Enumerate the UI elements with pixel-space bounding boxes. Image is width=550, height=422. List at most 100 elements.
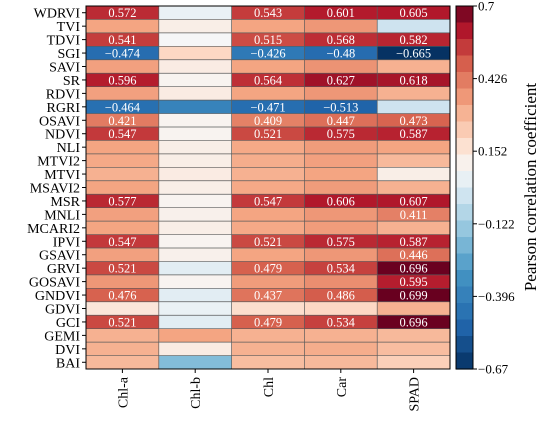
row-label: MSR <box>50 195 80 210</box>
cell-value-label: 0.476 <box>108 289 136 303</box>
heatmap-cell <box>377 274 450 289</box>
cell-value-label: 0.447 <box>327 114 355 128</box>
heatmap-cell <box>304 301 378 316</box>
heatmap-cell <box>231 355 305 369</box>
heatmap-cell <box>231 19 305 33</box>
row-label: IPVI <box>53 235 81 250</box>
heatmap-cell <box>377 46 450 60</box>
heatmap-grid <box>86 6 450 369</box>
heatmap-cell <box>304 328 378 343</box>
row-label: GDVI <box>45 303 80 318</box>
heatmap-cell <box>231 32 305 47</box>
heatmap-cell <box>158 221 232 235</box>
heatmap-cell <box>86 288 159 302</box>
heatmap-cell <box>86 46 159 60</box>
heatmap-cell <box>86 315 159 329</box>
heatmap-cell <box>231 180 305 195</box>
row-label: TDVI <box>47 34 81 49</box>
column-label: Chl-a <box>116 376 131 408</box>
heatmap-cell <box>158 248 232 262</box>
heatmap-cell <box>304 127 378 141</box>
row-label: DVI <box>55 343 80 358</box>
cell-value-label: 0.587 <box>400 127 428 141</box>
heatmap-cell <box>158 274 232 289</box>
heatmap-cell <box>304 86 378 101</box>
heatmap-cell <box>86 140 159 154</box>
heatmap-cell <box>231 113 305 127</box>
row-label: WDRVI <box>34 7 81 22</box>
heatmap-cell <box>158 315 232 329</box>
heatmap-cell <box>304 261 378 275</box>
row-label: SGI <box>57 47 80 62</box>
heatmap-cell <box>231 221 305 235</box>
row-label: RDVI <box>46 87 81 102</box>
cell-value-label: 0.577 <box>108 194 136 208</box>
column-label: SPAD <box>408 377 423 412</box>
heatmap-cell <box>86 32 159 47</box>
colorbar-segment <box>456 39 473 57</box>
heatmap-cell <box>86 6 159 20</box>
row-label: GNDVI <box>35 289 80 304</box>
colorbar-segment <box>456 138 473 156</box>
colorbar-segment <box>456 253 473 271</box>
row-label: GSAVI <box>39 249 80 264</box>
cell-value-label: 0.409 <box>254 114 282 128</box>
cell-value-label: −0.665 <box>396 47 431 61</box>
heatmap-cell <box>86 261 159 275</box>
heatmap-cell <box>377 32 450 47</box>
cell-value-label: 0.437 <box>254 289 282 303</box>
heatmap-cell <box>231 274 305 289</box>
heatmap-cell <box>304 221 378 235</box>
cell-value-label: 0.479 <box>254 262 282 276</box>
heatmap-cell <box>158 180 232 195</box>
heatmap-cell <box>377 167 450 181</box>
heatmap-cell <box>86 153 159 168</box>
cell-value-label: 0.547 <box>108 235 136 249</box>
colorbar-segment <box>456 55 473 73</box>
row-label: GCI <box>56 316 80 331</box>
heatmap-cell <box>158 288 232 302</box>
heatmap-cell <box>377 301 450 316</box>
heatmap-cell <box>86 342 159 356</box>
cell-value-label: 0.534 <box>327 315 356 329</box>
heatmap-cell <box>231 73 305 87</box>
heatmap-cell <box>231 59 305 74</box>
heatmap-cell <box>377 315 450 329</box>
colorbar-ticks: 0.7 0.426 0.152 −0.122 −0.396 −0.67 <box>473 0 515 377</box>
colorbar-segment <box>456 352 473 370</box>
colorbar-segment <box>456 204 473 222</box>
heatmap-cell <box>86 328 159 343</box>
colorbar-tick-label: −0.67 <box>478 362 509 377</box>
cell-value-label: 0.572 <box>108 6 136 20</box>
heatmap-cell <box>231 328 305 343</box>
heatmap-cell <box>158 140 232 154</box>
heatmap-cell <box>86 180 159 195</box>
heatmap-cell <box>86 19 159 33</box>
heatmap-cell <box>158 113 232 127</box>
heatmap-cell <box>158 194 232 208</box>
colorbar-segment <box>456 88 473 106</box>
row-label: MNLI <box>44 208 80 223</box>
row-label: MTVI2 <box>37 155 80 170</box>
row-label: MCARI2 <box>27 222 80 237</box>
colorbar-tick-label: −0.122 <box>478 216 515 231</box>
heatmap-cell <box>377 100 450 114</box>
cell-value-label: 0.547 <box>254 194 282 208</box>
cell-value-label: 0.627 <box>327 73 355 87</box>
heatmap-cell <box>231 288 305 302</box>
colorbar-segment <box>456 171 473 189</box>
cell-value-label: 0.547 <box>108 127 136 141</box>
cell-value-label: 0.568 <box>327 33 355 47</box>
cell-value-label: 0.521 <box>254 235 282 249</box>
colorbar-segment <box>456 303 473 321</box>
cell-value-label: −0.426 <box>250 47 285 61</box>
heatmap-cell <box>304 153 378 168</box>
colorbar-segment <box>456 22 473 40</box>
column-label: Car <box>335 377 350 398</box>
heatmap-cell <box>86 234 159 248</box>
heatmap-cell <box>158 207 232 222</box>
colorbar-segment <box>456 336 473 354</box>
cell-value-label: 0.618 <box>400 73 428 87</box>
heatmap-cell <box>231 301 305 316</box>
cell-value-label: −0.471 <box>250 100 285 114</box>
